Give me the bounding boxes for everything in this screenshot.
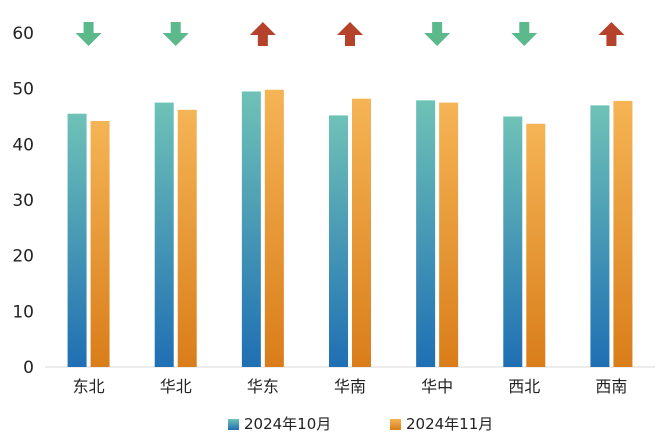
legend: 2024年10月 2024年11月 [228, 415, 493, 433]
bar-oct-4 [416, 100, 436, 368]
x-category-label: 华北 [160, 377, 192, 396]
y-axis: 0 10 20 30 40 50 60 [12, 24, 34, 378]
bar-nov-0 [90, 120, 110, 367]
arrow-up-icon [337, 22, 363, 46]
bar-nov-3 [352, 98, 371, 367]
x-category-label: 东北 [73, 377, 105, 396]
bar-oct-6 [590, 105, 610, 367]
x-category-label: 华中 [421, 377, 453, 396]
arrow-down-icon [511, 22, 538, 46]
bar-oct-1 [154, 102, 174, 367]
y-tick-label: 0 [23, 358, 34, 378]
bar-nov-1 [177, 109, 197, 367]
x-category-label: 西南 [595, 377, 627, 396]
y-tick-label: 20 [12, 247, 34, 267]
x-axis-labels: 东北 华北 华东 华南 华中 西北 西南 [73, 377, 628, 396]
bar-nov-5 [526, 123, 546, 367]
legend-label: 2024年11月 [406, 415, 493, 433]
y-tick-label: 40 [12, 135, 34, 155]
x-category-label: 华南 [334, 377, 366, 396]
y-tick-label: 30 [12, 191, 34, 211]
bar-oct-0 [67, 113, 87, 367]
bars [67, 89, 633, 368]
y-tick-label: 50 [12, 80, 34, 100]
arrow-down-icon [424, 22, 451, 46]
bar-nov-2 [264, 89, 284, 367]
x-category-label: 西北 [508, 377, 540, 396]
arrow-up-icon [598, 22, 625, 46]
bar-nov-6 [613, 100, 633, 367]
y-tick-label: 10 [12, 302, 34, 322]
y-tick-label: 60 [12, 24, 34, 44]
bar-oct-5 [503, 116, 523, 367]
arrow-down-icon [75, 22, 102, 46]
trend-arrows [75, 22, 625, 46]
bar-nov-4 [439, 102, 459, 367]
legend-swatch [390, 419, 401, 430]
x-category-label: 华东 [247, 377, 279, 396]
legend-swatch [228, 419, 239, 430]
bar-oct-2 [241, 91, 261, 367]
arrow-up-icon [249, 22, 276, 46]
bar-oct-3 [329, 115, 348, 368]
arrow-down-icon [162, 22, 189, 46]
legend-label: 2024年10月 [244, 415, 331, 433]
